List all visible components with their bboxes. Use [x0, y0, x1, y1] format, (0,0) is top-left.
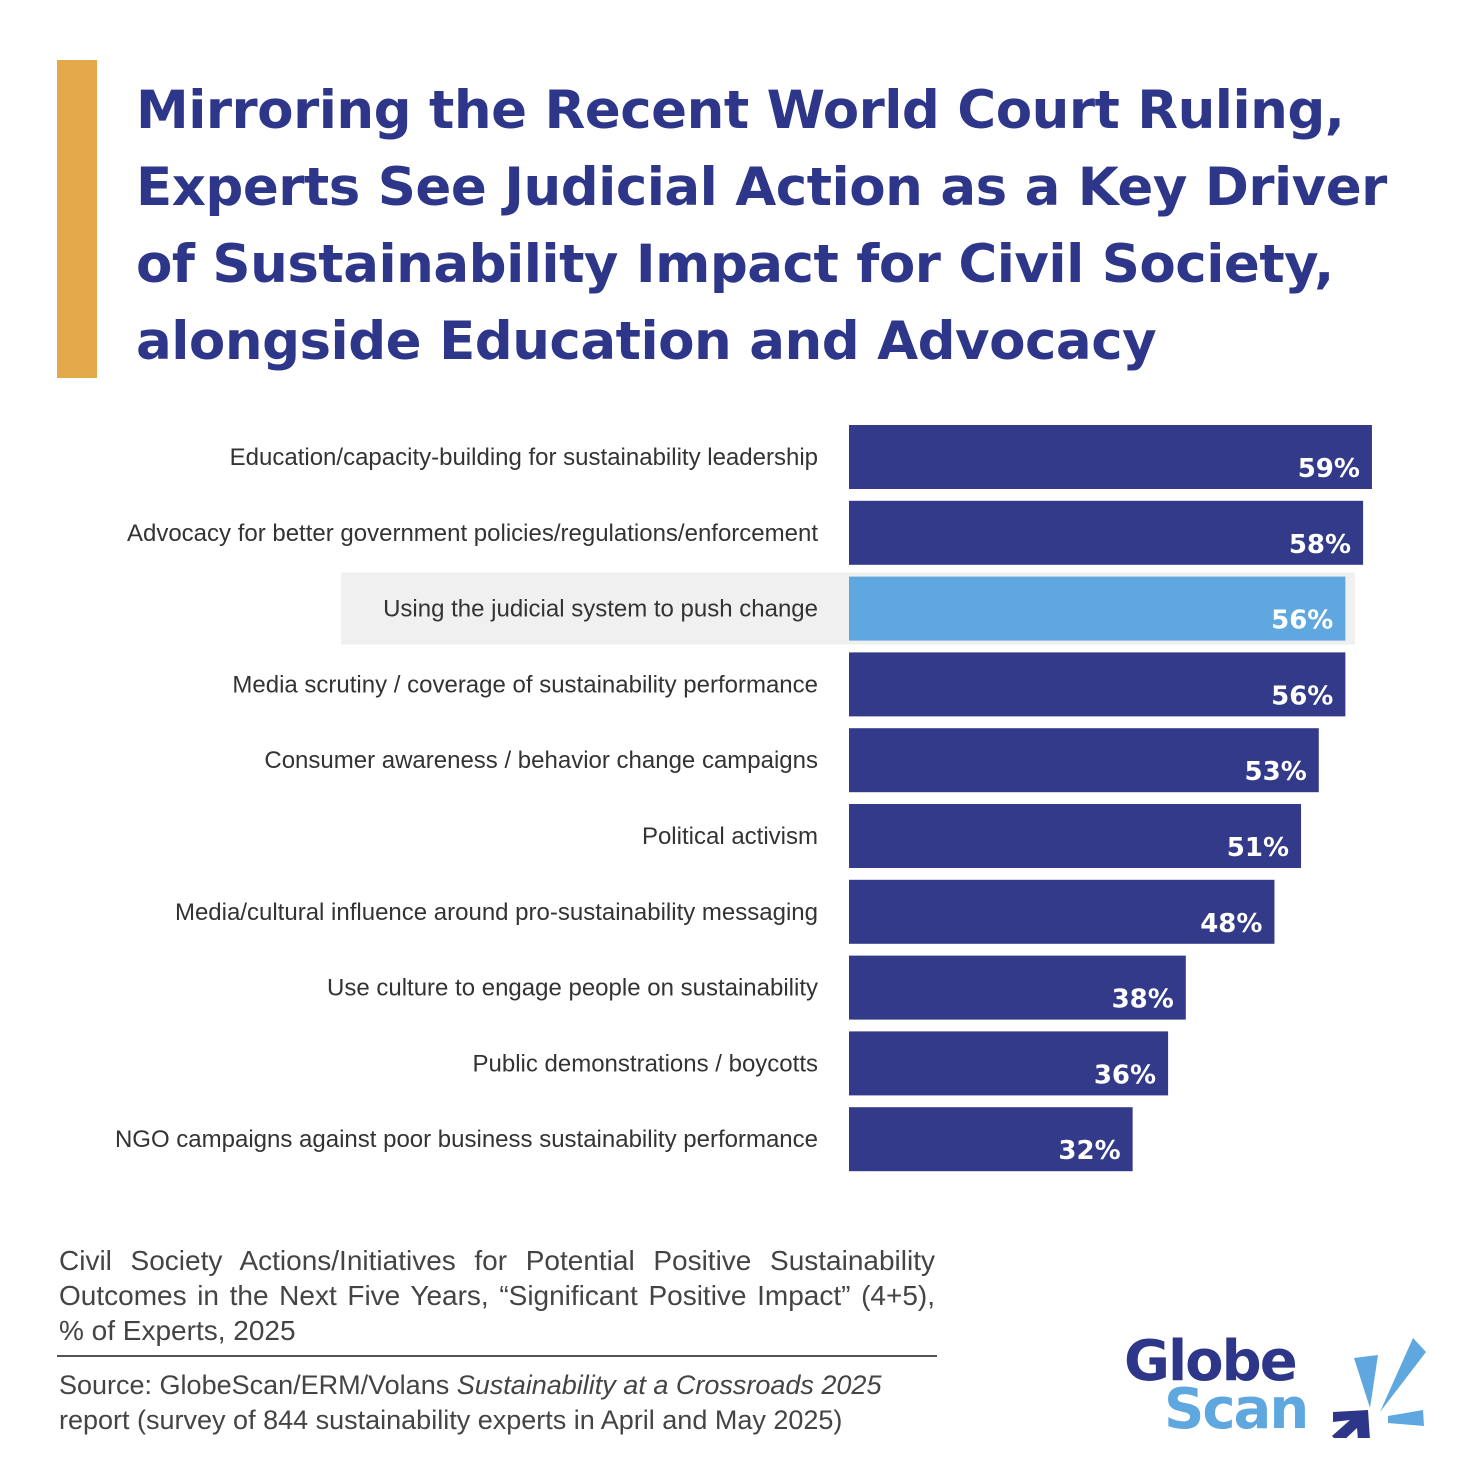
chart-caption: Civil Society Actions/Initiatives for Po…: [59, 1245, 935, 1346]
bar: [849, 879, 1275, 944]
data-label: 38%: [1112, 985, 1174, 1015]
category-label: Using the judicial system to push change: [383, 596, 818, 623]
svg-text:Globe: Globe: [1124, 1329, 1296, 1394]
bar: [849, 1031, 1169, 1096]
chart-title: Mirroring the Recent World Court Ruling,…: [136, 80, 1387, 372]
source-report-title: Sustainability at a Crossroads 2025: [456, 1370, 882, 1400]
category-label: Media/cultural influence around pro-sust…: [175, 899, 818, 926]
source-prefix: Source: GlobeScan/ERM/Volans: [59, 1370, 457, 1400]
bar: [849, 804, 1302, 868]
data-label: 53%: [1245, 757, 1307, 787]
category-label: Political activism: [642, 823, 818, 850]
category-label: Public demonstrations / boycotts: [472, 1050, 818, 1077]
bar: [849, 425, 1372, 489]
data-label: 56%: [1271, 606, 1333, 636]
category-label: NGO campaigns against poor business sust…: [115, 1126, 818, 1153]
data-label: 32%: [1058, 1136, 1120, 1166]
bar: [849, 500, 1364, 565]
data-label: 58%: [1289, 530, 1351, 560]
data-label: 51%: [1227, 833, 1289, 863]
data-label: 59%: [1298, 454, 1360, 484]
data-label: 56%: [1271, 681, 1333, 711]
bar-chart: Education/capacity-building for sustaina…: [115, 425, 1372, 1172]
category-label: Media scrutiny / coverage of sustainabil…: [232, 671, 818, 698]
data-label: 36%: [1094, 1060, 1156, 1090]
source-note: Source: GlobeScan/ERM/Volans Sustainabil…: [59, 1368, 949, 1438]
divider: [57, 1355, 937, 1357]
bar: [849, 1107, 1133, 1172]
bar: [849, 652, 1346, 717]
svg-text:Scan: Scan: [1164, 1377, 1307, 1438]
bar: [849, 576, 1346, 641]
bar: [849, 955, 1186, 1020]
category-label: Education/capacity-building for sustaina…: [230, 444, 818, 471]
category-label: Consumer awareness / behavior change cam…: [264, 747, 818, 774]
category-label: Advocacy for better government policies/…: [127, 520, 818, 547]
source-suffix: report (survey of 844 sustainability exp…: [59, 1405, 843, 1435]
bar: [849, 728, 1319, 793]
globescan-logo: Globe Scan: [1124, 1329, 1426, 1438]
data-label: 48%: [1200, 909, 1262, 939]
accent-bar: [57, 60, 97, 378]
category-label: Use culture to engage people on sustaina…: [327, 975, 818, 1002]
